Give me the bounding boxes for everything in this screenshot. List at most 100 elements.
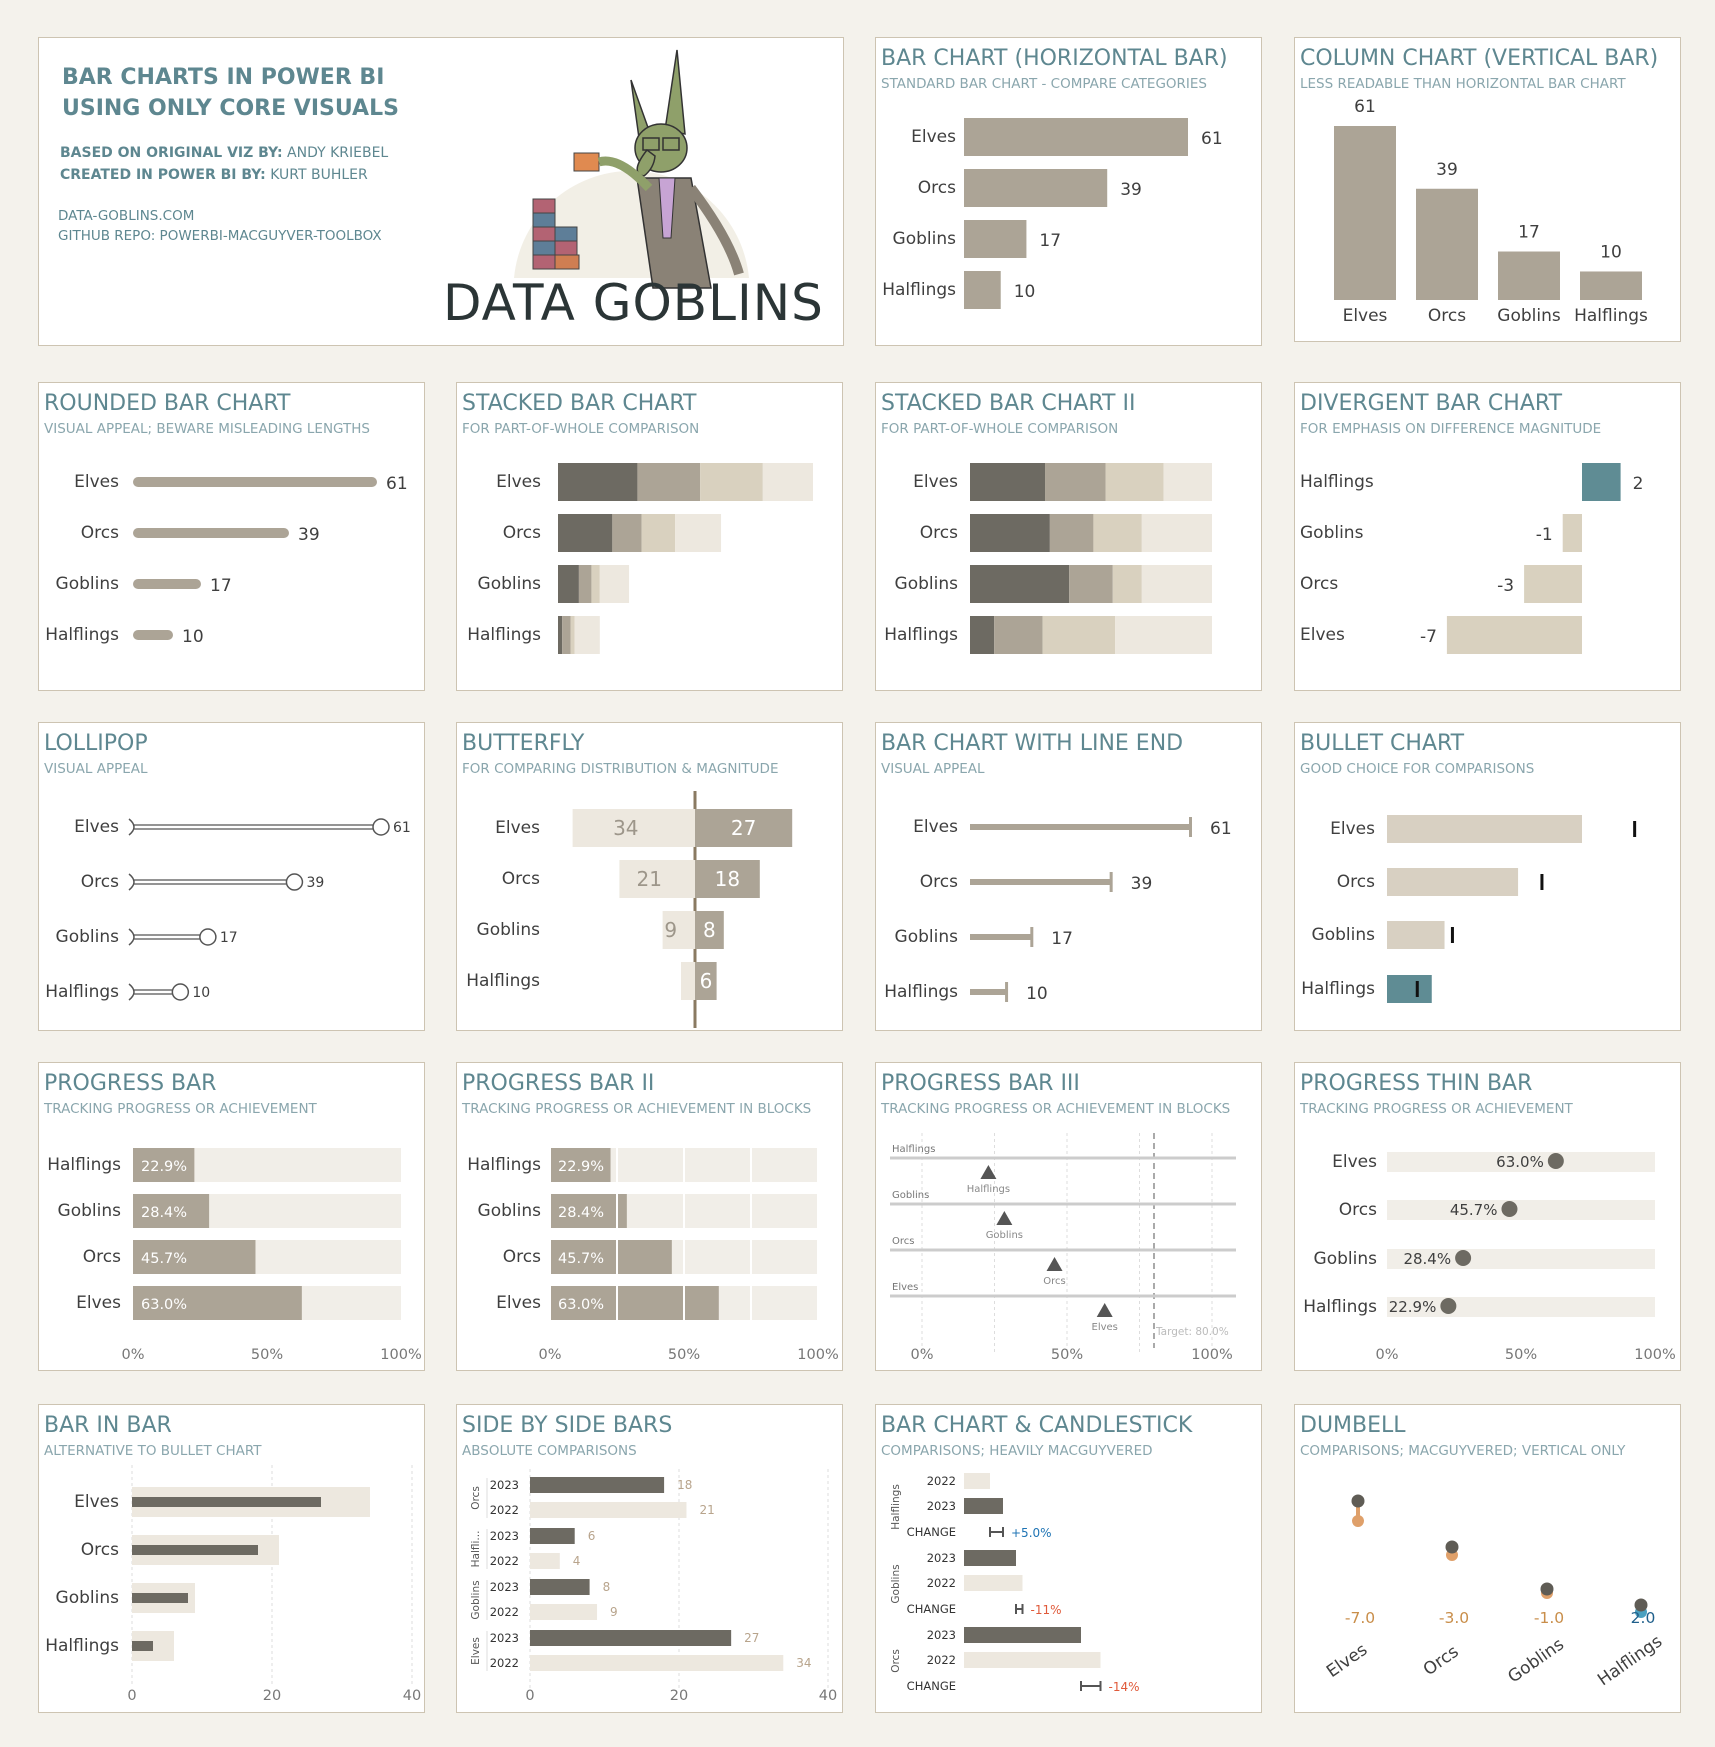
progress2-fill <box>551 1240 616 1274</box>
rounded-bar <box>133 579 201 589</box>
hbar-value-label: 10 <box>1014 282 1036 302</box>
thin-category-label: Halflings <box>1303 1297 1377 1317</box>
lollipop-head <box>171 983 190 1001</box>
butterfly-category-label: Goblins <box>477 920 541 940</box>
thin-value-label: 63.0% <box>1496 1153 1544 1171</box>
rounded-bar <box>133 630 173 640</box>
panel-candle: BAR CHART & CANDLESTICK COMPARISONS; HEAV… <box>875 1404 1262 1713</box>
progress2-category-label: Orcs <box>503 1247 541 1267</box>
hbar-value-label: 39 <box>1120 180 1142 200</box>
credit-2: CREATED IN POWER BI BY: KURT BUHLER <box>60 167 368 183</box>
butterfly-right-bar <box>695 911 724 949</box>
bullet-category-label: Halflings <box>1301 979 1375 999</box>
progress-tick-0: 0% <box>121 1347 144 1363</box>
panel-bullet: BULLET CHART GOOD CHOICE FOR COMPARISONS E… <box>1294 722 1681 1031</box>
lineend-category-label: Halflings <box>884 982 958 1002</box>
thin-value-label: 28.4% <box>1403 1250 1451 1268</box>
hbar-value-label: 17 <box>1039 231 1061 251</box>
panel-column: COLUMN CHART (VERTICAL BAR) LESS READABLE… <box>1294 37 1681 342</box>
stacked2-segment <box>1141 514 1212 552</box>
column-category-label: Goblins <box>1497 306 1561 326</box>
column-value-label: 17 <box>1518 223 1540 243</box>
progress2-fill <box>618 1240 672 1274</box>
barinbar-category-label: Orcs <box>81 1540 119 1560</box>
candle-group-label: Orcs <box>890 1649 902 1673</box>
stacked-segment <box>612 514 642 552</box>
butterfly-right-bar <box>695 809 793 847</box>
progress3-tick-1: 50% <box>1051 1347 1083 1363</box>
panel-stacked: STACKED BAR CHART FOR PART-OF-WHOLE COMPA… <box>456 382 843 691</box>
credit-1: BASED ON ORIGINAL VIZ BY: ANDY KRIEBEL <box>60 145 388 161</box>
progress2-title: PROGRESS BAR II <box>462 1071 655 1096</box>
progress-category-label: Halflings <box>47 1155 121 1175</box>
progress2-fill <box>685 1286 719 1320</box>
github-link[interactable]: GITHUB REPO: POWERBI-MACGUYVER-TOOLBOX <box>58 228 382 244</box>
lollipop-head <box>372 818 390 836</box>
rounded-value-label: 61 <box>386 474 408 494</box>
progress3-chart: Halflings Halflings Goblins Goblins Orcs Orcs… <box>890 1133 1236 1363</box>
progress2-block <box>752 1194 817 1228</box>
panel-stacked2: STACKED BAR CHART II FOR PART-OF-WHOLE CO… <box>875 382 1262 691</box>
goblin-logo-illustration <box>514 49 749 289</box>
hero-title-line2: USING ONLY CORE VISUALS <box>62 96 399 121</box>
barinbar-category-label: Goblins <box>56 1588 120 1608</box>
progress2-fill <box>618 1286 683 1320</box>
butterfly-left-label: 34 <box>613 816 638 840</box>
candle-row-label: 2023 <box>927 1499 956 1513</box>
hbar-title: BAR CHART (HORIZONTAL BAR) <box>881 46 1228 71</box>
stacked2-category-label: Halflings <box>884 625 958 645</box>
progress2-category-label: Goblins <box>478 1201 542 1221</box>
thin-dot <box>1455 1250 1472 1266</box>
column-bar <box>1580 271 1642 300</box>
bullet-target <box>1450 927 1454 943</box>
stacked2-category-label: Goblins <box>895 574 959 594</box>
bullet-subtitle: GOOD CHOICE FOR COMPARISONS <box>1300 761 1535 777</box>
column-value-label: 10 <box>1600 242 1622 262</box>
barinbar-inner <box>132 1545 258 1555</box>
panel-lollipop: LOLLIPOP VISUAL APPEAL Elves 61 Orcs 39 Goblin… <box>38 722 425 1031</box>
site-link[interactable]: DATA-GOBLINS.COM <box>58 208 195 224</box>
credit-2-label: CREATED IN POWER BI BY: <box>60 167 266 183</box>
column-category-label: Halflings <box>1574 306 1648 326</box>
column-subtitle: LESS READABLE THAN HORIZONTAL BAR CHART <box>1300 76 1626 92</box>
dumbell-subtitle: COMPARISONS; MACGUYVERED; VERTICAL ONLY <box>1300 1443 1626 1459</box>
stacked2-segment <box>970 463 1046 501</box>
lollipop-value-label: 17 <box>220 930 238 946</box>
butterfly-left-label: 9 <box>664 918 677 942</box>
lineend-cap <box>1189 817 1192 837</box>
stacked2-segment <box>1042 616 1116 654</box>
progress-category-label: Orcs <box>83 1247 121 1267</box>
bullet-category-label: Elves <box>1330 819 1375 839</box>
sidebyside-bar <box>530 1630 732 1646</box>
sidebyside-year-label: 2023 <box>490 1478 519 1492</box>
progress2-tick-0: 0% <box>538 1347 561 1363</box>
sidebyside-value-label: 21 <box>699 1503 714 1517</box>
divergent-bar <box>1562 514 1582 552</box>
butterfly-right-label: 18 <box>715 867 740 891</box>
candle-row-label: 2022 <box>927 1653 956 1667</box>
sidebyside-bar <box>530 1655 784 1671</box>
candle-bar <box>964 1575 1023 1591</box>
thin-track <box>1387 1200 1655 1220</box>
rounded-value-label: 17 <box>210 576 232 596</box>
stacked-category-label: Orcs <box>503 523 541 543</box>
stacked2-segment <box>994 616 1043 654</box>
progress3-marker <box>1046 1257 1063 1271</box>
progress2-tick-1: 50% <box>668 1347 700 1363</box>
panel-dumbell: DUMBELL COMPARISONS; MACGUYVERED; VERTICA… <box>1294 1404 1681 1713</box>
stacked2-subtitle: FOR PART-OF-WHOLE COMPARISON <box>881 421 1119 437</box>
dumbell-category-label: Halflings <box>1594 1631 1666 1690</box>
stacked-segment <box>637 463 701 501</box>
stacked2-segment <box>1093 514 1142 552</box>
dumbell-value-label: -1.0 <box>1534 1609 1564 1627</box>
dumbell-value-label: -7.0 <box>1345 1609 1375 1627</box>
sidebyside-bar <box>530 1579 590 1595</box>
lineend-chart: Elves 61 Orcs 39 Goblins 17 Halflings 10 <box>884 817 1232 1004</box>
rounded-category-label: Goblins <box>56 574 120 594</box>
progress-category-label: Goblins <box>58 1201 122 1221</box>
stacked2-segment <box>1105 463 1164 501</box>
column-bar <box>1334 126 1396 300</box>
progress-value-label: 22.9% <box>141 1159 187 1175</box>
stacked-segment <box>570 616 575 654</box>
lineend-bar <box>970 989 1007 995</box>
